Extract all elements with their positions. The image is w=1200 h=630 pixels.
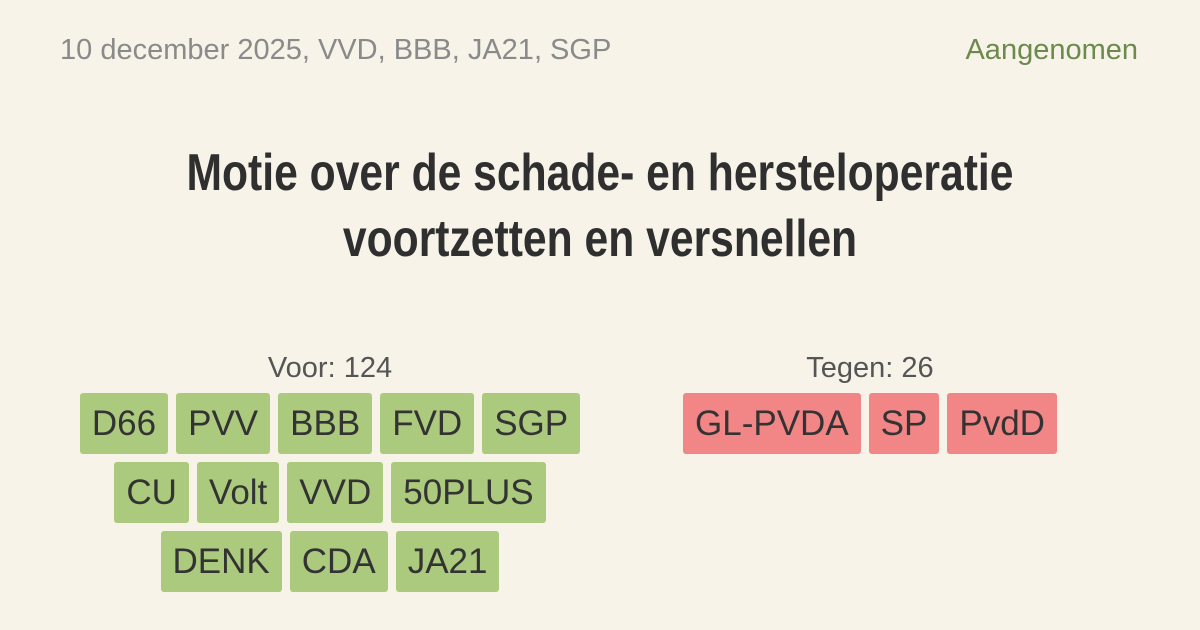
party-tag: D66 [79,393,169,454]
party-tag: DENK [160,531,282,592]
party-tag: GL-PVDA [683,393,861,454]
party-tag: SP [868,393,940,454]
party-tag: 50PLUS [391,462,546,523]
party-tag: SGP [482,393,581,454]
title-wrap: Motie over de schade- en hersteloperatie… [50,140,1150,272]
party-tag: PvdD [947,393,1057,454]
party-list: GL-PVDA SP PvdD [660,393,1080,454]
party-tag: PVV [176,393,271,454]
party-list: D66 PVV BBB FVD SGP CU Volt VVD 50PLUS DENK CDA JA2… [62,393,598,592]
votes-against-label: Tegen: 26 [806,352,934,384]
party-tag: FVD [380,393,475,454]
party-tag: VVD [287,462,384,523]
party-tag: JA21 [395,531,500,592]
party-tag: CU [114,462,189,523]
votes-against: Tegen: 26 GL-PVDA SP PvdD [660,352,1080,454]
meta: 10 december 2025, VVD, BBB, JA21, SGP [60,34,612,66]
title: Motie over de schade- en hersteloperatie… [186,144,1014,268]
status: Aangenomen [965,34,1138,66]
party-tag: Volt [196,462,280,523]
party-tag: BBB [278,393,373,454]
votes-for-label: Voor: 124 [267,352,393,384]
party-tag: CDA [289,531,388,592]
votes-for: Voor: 124 D66 PVV BBB FVD SGP CU Volt VVD 50PLUS… [62,352,598,592]
